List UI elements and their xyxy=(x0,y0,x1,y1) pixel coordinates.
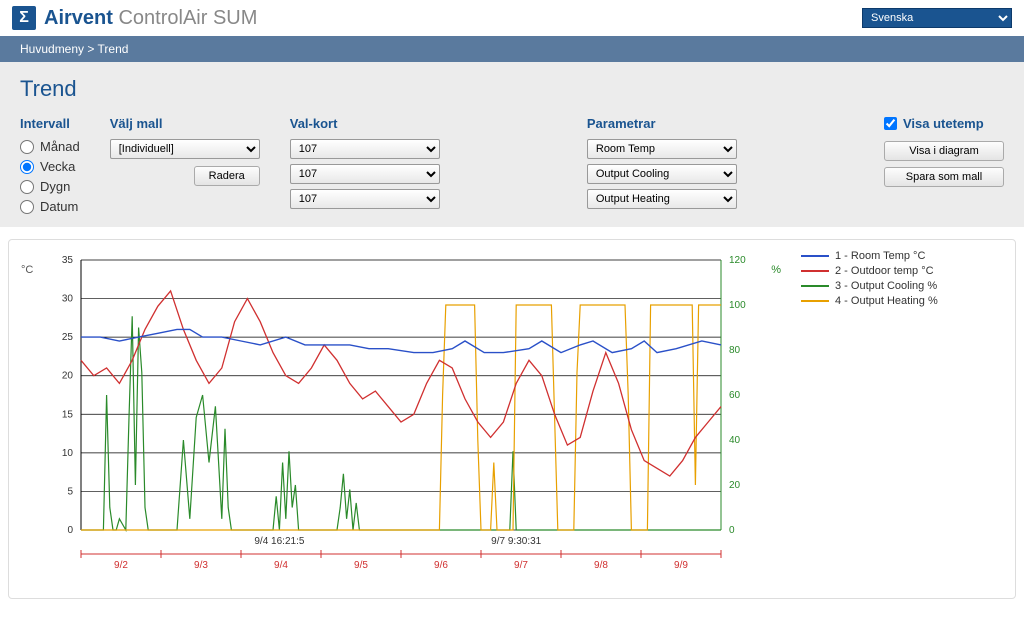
intervall-option-vecka[interactable]: Vecka xyxy=(20,159,80,174)
intervall-option-dygn[interactable]: Dygn xyxy=(20,179,80,194)
valkort-select-0[interactable]: 107 xyxy=(290,139,440,159)
controls-row: Intervall Månad Vecka Dygn Datum Välj mall … xyxy=(20,116,1004,219)
content: Trend Intervall Månad Vecka Dygn Datum Välj… xyxy=(0,62,1024,227)
intervall-col: Intervall Månad Vecka Dygn Datum xyxy=(20,116,80,219)
intervall-radio[interactable] xyxy=(20,180,34,194)
intervall-option-månad[interactable]: Månad xyxy=(20,139,80,154)
svg-text:20: 20 xyxy=(729,480,741,491)
breadcrumb-root[interactable]: Huvudmeny xyxy=(20,42,84,56)
intervall-radio[interactable] xyxy=(20,200,34,214)
svg-text:9/4 16:21:5: 9/4 16:21:5 xyxy=(254,536,304,547)
svg-text:30: 30 xyxy=(62,294,74,305)
legend-text: 4 - Output Heating % xyxy=(835,295,938,307)
topbar: Σ Airvent ControlAir SUM Svenska xyxy=(0,0,1024,36)
svg-text:9/2: 9/2 xyxy=(114,560,128,571)
trend-chart: 0 5 10 15 20 25 30 35 0 20 40 60 80 100 120 9/4 16:21:5… xyxy=(21,250,781,580)
legend-text: 3 - Output Cooling % xyxy=(835,280,937,292)
mall-select[interactable]: [Individuell] xyxy=(110,139,260,159)
intervall-option-label: Datum xyxy=(40,199,78,214)
legend-swatch xyxy=(801,255,829,257)
intervall-radio[interactable] xyxy=(20,160,34,174)
svg-text:9/8: 9/8 xyxy=(594,560,608,571)
parametrar-select-2[interactable]: Output Heating xyxy=(587,189,737,209)
legend-item: 3 - Output Cooling % xyxy=(801,280,938,292)
svg-text:9/7 9:30:31: 9/7 9:30:31 xyxy=(491,536,541,547)
svg-text:80: 80 xyxy=(729,345,741,356)
language-select[interactable]: Svenska xyxy=(862,8,1012,28)
parametrar-label: Parametrar xyxy=(587,116,854,131)
brand-main: Airvent xyxy=(44,7,113,29)
breadcrumb-current: Trend xyxy=(98,42,129,56)
right-axis-unit: % xyxy=(771,264,781,276)
svg-text:15: 15 xyxy=(62,409,74,420)
legend-item: 2 - Outdoor temp °C xyxy=(801,265,938,277)
svg-text:9/3: 9/3 xyxy=(194,560,208,571)
svg-text:0: 0 xyxy=(67,525,73,536)
parametrar-select-1[interactable]: Output Cooling xyxy=(587,164,737,184)
intervall-option-datum[interactable]: Datum xyxy=(20,199,80,214)
svg-text:100: 100 xyxy=(729,300,746,311)
page-title: Trend xyxy=(20,76,1004,102)
visa-utetemp-checkbox[interactable] xyxy=(884,117,897,130)
radera-button[interactable]: Radera xyxy=(194,166,260,186)
right-col: Visa utetemp Visa i diagram Spara som ma… xyxy=(884,116,1004,187)
visa-i-diagram-button[interactable]: Visa i diagram xyxy=(884,141,1004,161)
svg-text:9/7: 9/7 xyxy=(514,560,528,571)
svg-text:60: 60 xyxy=(729,390,741,401)
brand-title: Airvent ControlAir SUM xyxy=(44,7,257,30)
svg-text:25: 25 xyxy=(62,332,74,343)
legend-item: 4 - Output Heating % xyxy=(801,295,938,307)
chart-area: °C % 0 5 10 15 20 25 30 35 0 20 40 60 80 100 120 9/4 16… xyxy=(21,250,781,580)
sigma-logo-icon: Σ xyxy=(12,6,36,30)
left-axis-unit: °C xyxy=(21,264,33,276)
parametrar-select-0[interactable]: Room Temp xyxy=(587,139,737,159)
legend-text: 1 - Room Temp °C xyxy=(835,250,925,262)
mall-col: Välj mall [Individuell] Radera xyxy=(110,116,260,186)
legend-text: 2 - Outdoor temp °C xyxy=(835,265,934,277)
breadcrumb-sep: > xyxy=(87,42,94,56)
intervall-option-label: Dygn xyxy=(40,179,70,194)
svg-text:5: 5 xyxy=(67,486,73,497)
brand-sub: ControlAir SUM xyxy=(118,7,257,29)
valkort-label: Val-kort xyxy=(290,116,557,131)
svg-text:20: 20 xyxy=(62,371,74,382)
valkort-select-1[interactable]: 107 xyxy=(290,164,440,184)
spara-som-mall-button[interactable]: Spara som mall xyxy=(884,167,1004,187)
svg-text:120: 120 xyxy=(729,255,746,266)
legend-swatch xyxy=(801,300,829,302)
valkort-select-2[interactable]: 107 xyxy=(290,189,440,209)
chart-legend: 1 - Room Temp °C 2 - Outdoor temp °C 3 - O… xyxy=(801,250,938,580)
chart-card: °C % 0 5 10 15 20 25 30 35 0 20 40 60 80 100 120 9/4 16… xyxy=(8,239,1016,599)
svg-text:9/5: 9/5 xyxy=(354,560,368,571)
intervall-radio[interactable] xyxy=(20,140,34,154)
svg-text:9/6: 9/6 xyxy=(434,560,448,571)
valkort-col: Val-kort 107 107 107 xyxy=(290,116,557,214)
intervall-option-label: Vecka xyxy=(40,159,75,174)
legend-item: 1 - Room Temp °C xyxy=(801,250,938,262)
svg-text:0: 0 xyxy=(729,525,735,536)
svg-text:9/9: 9/9 xyxy=(674,560,688,571)
legend-swatch xyxy=(801,270,829,272)
svg-text:10: 10 xyxy=(62,448,74,459)
svg-text:40: 40 xyxy=(729,435,741,446)
breadcrumb: Huvudmeny > Trend xyxy=(0,36,1024,62)
intervall-label: Intervall xyxy=(20,116,80,131)
visa-utetemp-label: Visa utetemp xyxy=(903,116,984,131)
svg-text:9/4: 9/4 xyxy=(274,560,288,571)
visa-utetemp-row[interactable]: Visa utetemp xyxy=(884,116,1004,131)
intervall-option-label: Månad xyxy=(40,139,80,154)
svg-text:35: 35 xyxy=(62,255,74,266)
parametrar-col: Parametrar Room Temp Output Cooling Output… xyxy=(587,116,854,214)
legend-swatch xyxy=(801,285,829,287)
mall-label: Välj mall xyxy=(110,116,260,131)
